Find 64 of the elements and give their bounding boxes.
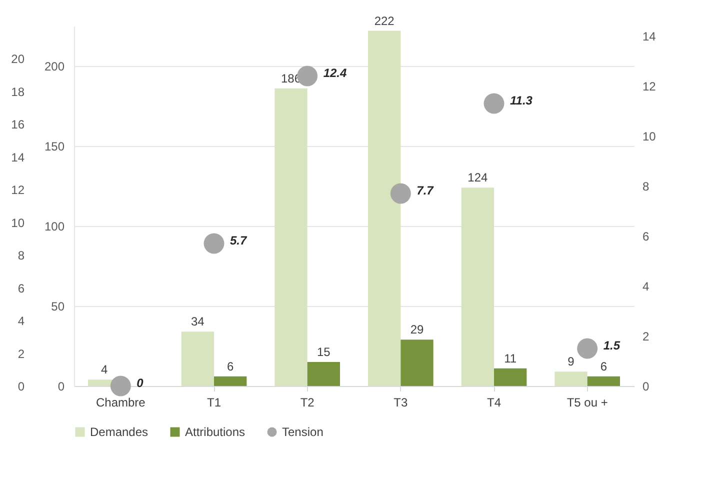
y3-tick-label: 12 <box>11 183 25 198</box>
y2-tick-label: 10 <box>642 130 656 144</box>
y2-tick-label: 0 <box>642 380 650 394</box>
y3-tick-label: 6 <box>18 281 25 296</box>
bar <box>400 340 434 386</box>
point <box>204 233 224 254</box>
x-tick-label: T2 <box>300 396 315 410</box>
bar <box>554 372 588 386</box>
bar <box>368 30 401 386</box>
data-label: 124 <box>468 170 488 185</box>
legend-label: Attributions <box>185 425 246 439</box>
x-tick-label: T4 <box>486 396 502 410</box>
x-tick-label: T3 <box>394 396 408 410</box>
bar <box>274 88 308 386</box>
point <box>577 338 598 359</box>
legend-label: Tension <box>282 425 324 439</box>
y2-tick-label: 8 <box>642 180 650 194</box>
data-label: 222 <box>374 14 395 28</box>
data-label: 1.5 <box>603 338 620 352</box>
y-tick-label: 0 <box>58 380 65 394</box>
y-tick-label: 200 <box>44 60 65 74</box>
data-label: 29 <box>410 322 424 337</box>
bar <box>307 362 340 386</box>
y2-tick-label: 6 <box>642 230 650 244</box>
y2-tick-label: 2 <box>642 330 650 344</box>
y-tick-label: 150 <box>44 140 65 154</box>
point <box>484 93 504 114</box>
y-tick-label: 50 <box>51 300 65 314</box>
y3-tick-label: 10 <box>11 216 25 230</box>
x-tick-label: T1 <box>206 396 222 410</box>
data-label: 11 <box>504 351 517 366</box>
data-label: 15 <box>316 345 331 359</box>
data-label: 9 <box>568 354 575 369</box>
y3-tick-label: 20 <box>11 52 25 66</box>
y-tick-label: 100 <box>44 220 65 234</box>
data-label: 6 <box>226 359 234 374</box>
y3-tick-label: 4 <box>18 314 25 328</box>
data-label: 11.3 <box>510 94 533 108</box>
y2-tick-label: 12 <box>642 80 656 94</box>
x-tick-label: T5 ou + <box>566 396 608 410</box>
y2-tick-label: 4 <box>642 280 650 294</box>
y3-tick-label: 18 <box>11 84 25 99</box>
data-label: 6 <box>600 359 608 374</box>
bar <box>214 376 247 386</box>
y3-tick-label: 2 <box>18 346 25 361</box>
data-label: 34 <box>190 314 205 329</box>
x-tick-label: Chambre <box>96 396 146 410</box>
data-label: 0 <box>136 376 144 390</box>
y3-tick-label: 16 <box>11 118 25 132</box>
data-label: 4 <box>100 362 108 377</box>
y2-tick-label: 14 <box>642 30 656 44</box>
bar <box>181 332 214 386</box>
point <box>110 376 131 396</box>
data-label: 12.4 <box>323 66 348 80</box>
y3-tick-label: 14 <box>11 150 25 164</box>
bar <box>494 368 527 386</box>
point <box>390 183 411 204</box>
legend-label: Demandes <box>90 425 148 439</box>
data-label: 7.7 <box>416 184 435 198</box>
bar <box>587 376 620 386</box>
y3-tick-label: 0 <box>18 380 25 394</box>
y3-tick-label: 8 <box>18 248 25 263</box>
data-label: 5.7 <box>230 234 248 248</box>
bar <box>461 188 494 386</box>
